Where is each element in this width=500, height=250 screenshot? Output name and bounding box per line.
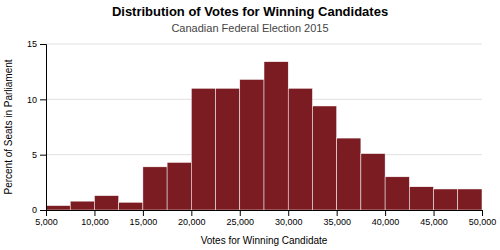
- tick-label: 40,000: [372, 217, 400, 227]
- tick: 20,000: [178, 210, 206, 227]
- bar: [288, 88, 312, 210]
- x-axis-title: Votes for Winning Candidate: [201, 235, 328, 246]
- axis-line: [40, 45, 47, 211]
- tick: 30,000: [275, 210, 303, 227]
- bar: [409, 187, 433, 210]
- tick-label: 15,000: [130, 217, 158, 227]
- tick-label: 25,000: [227, 217, 255, 227]
- bar: [167, 162, 191, 210]
- tick-label: 10,000: [81, 217, 109, 227]
- tick-label: 15: [27, 39, 37, 49]
- tick: 45,000: [420, 210, 448, 227]
- bar: [70, 201, 94, 210]
- tick-mark: [288, 210, 289, 216]
- tick: 0: [32, 205, 46, 215]
- tick: 5: [32, 150, 46, 160]
- bar: [191, 88, 215, 210]
- bar: [434, 189, 458, 210]
- chart: 5,000 10,000 15,000 20,000 25,000 30,000 35,00…: [0, 0, 500, 250]
- tick-mark: [40, 210, 46, 211]
- tick-label: 10: [27, 95, 37, 105]
- x-axis: 5,000 10,000 15,000 20,000 25,000 30,000 35,00…: [35, 210, 496, 227]
- tick-mark: [40, 155, 46, 156]
- bar: [46, 206, 70, 210]
- tick-mark: [40, 44, 46, 45]
- tick-label: 50,000: [469, 217, 497, 227]
- tick: 5,000: [35, 210, 58, 227]
- tick-label: 5,000: [35, 217, 58, 227]
- tick-mark: [191, 210, 192, 216]
- grid-line: [46, 44, 482, 45]
- bar: [264, 62, 288, 210]
- tick-mark: [40, 99, 46, 100]
- bar: [94, 196, 118, 210]
- bar: [458, 189, 482, 210]
- tick-label: 30,000: [275, 217, 303, 227]
- tick: 10: [27, 95, 46, 105]
- tick-label: 5: [32, 150, 37, 160]
- bar: [240, 79, 264, 210]
- y-axis: 0 5 10 15: [27, 39, 47, 215]
- tick: 15: [27, 39, 46, 49]
- tick: 40,000: [372, 210, 400, 227]
- tick-mark: [434, 210, 435, 216]
- bar: [143, 167, 167, 210]
- tick: 50,000: [469, 210, 497, 227]
- bar: [361, 154, 385, 210]
- bar: [337, 138, 361, 210]
- plot: 5,000 10,000 15,000 20,000 25,000 30,000 35,00…: [27, 39, 496, 227]
- tick-label: 0: [32, 205, 37, 215]
- bar: [216, 88, 240, 210]
- bar: [312, 106, 336, 210]
- tick-mark: [337, 210, 338, 216]
- tick: 35,000: [323, 210, 351, 227]
- tick-mark: [143, 210, 144, 216]
- title: Distribution of Votes for Winning Candid…: [112, 4, 388, 19]
- bar: [119, 202, 143, 210]
- tick: 15,000: [130, 210, 158, 227]
- y-axis-title: Percent of Seats in Parliament: [3, 59, 14, 194]
- subtitle: Canadian Federal Election 2015: [171, 22, 328, 34]
- tick: 10,000: [81, 210, 109, 227]
- bars: [46, 62, 482, 210]
- tick-label: 20,000: [178, 217, 206, 227]
- grid: [46, 44, 482, 210]
- tick-mark: [94, 210, 95, 216]
- tick-label: 45,000: [420, 217, 448, 227]
- tick-mark: [240, 210, 241, 216]
- tick: 25,000: [227, 210, 255, 227]
- tick-mark: [385, 210, 386, 216]
- bar: [385, 177, 409, 210]
- axis-line: [47, 211, 483, 217]
- tick-label: 35,000: [323, 217, 351, 227]
- tick-mark: [482, 210, 483, 216]
